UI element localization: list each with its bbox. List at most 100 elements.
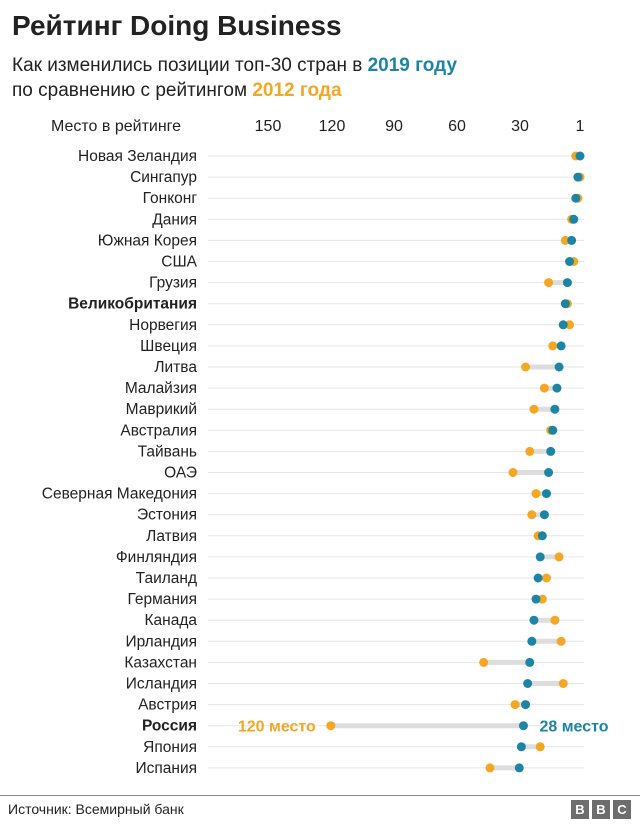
dot-2012 — [535, 742, 545, 752]
x-tick-label: 30 — [511, 118, 529, 135]
country-row: Таиланд — [136, 570, 584, 587]
subtitle-line-1: Как изменились позиции топ-30 стран в 20… — [12, 55, 458, 76]
country-label: Таиланд — [136, 570, 197, 587]
source-note: Источник: Всемирный банк — [8, 801, 184, 817]
dot-2012 — [556, 636, 566, 646]
country-row: Южная Корея — [98, 232, 584, 249]
chart-subtitle: Как изменились позиции топ-30 стран в 20… — [12, 53, 457, 103]
dot-2019 — [518, 721, 528, 731]
country-label: Эстония — [137, 507, 197, 524]
country-row: Дания — [152, 211, 584, 228]
dot-2019 — [554, 362, 564, 372]
dot-2012 — [510, 700, 520, 710]
country-label: Гонконг — [143, 190, 198, 207]
country-label: Россия — [142, 718, 197, 735]
dot-2012 — [521, 362, 531, 372]
dot-2019 — [516, 742, 526, 752]
dot-2012 — [531, 489, 541, 499]
logo-letter: B — [571, 800, 589, 819]
dot-2019 — [535, 552, 545, 562]
dot-2019 — [550, 404, 560, 414]
dot-2019 — [514, 763, 524, 773]
country-row: Великобритания — [68, 296, 584, 313]
dot-2019 — [531, 594, 541, 604]
dumbbell-chart: Место в рейтинге 150 120 90 60 30 1 Новая Зел… — [42, 118, 609, 777]
country-label: Финляндия — [116, 549, 197, 566]
country-label: Германия — [128, 591, 198, 608]
dot-2019 — [525, 657, 535, 667]
country-row: Ирландия — [125, 633, 584, 650]
x-tick-label: 120 — [319, 118, 346, 135]
dot-2019 — [556, 341, 566, 351]
legend-2019: 2019 году — [367, 55, 458, 76]
subtitle-line-2: по сравнению с рейтингом 2012 года — [12, 80, 342, 101]
dot-2012 — [326, 721, 336, 731]
annotation-2019: 28 место — [539, 719, 608, 736]
x-tick-label: 150 — [255, 118, 282, 135]
dot-2019 — [560, 299, 570, 309]
country-row: Латвия — [146, 528, 584, 545]
x-tick-label: 1 — [576, 118, 585, 135]
dot-2019 — [521, 700, 531, 710]
country-label: ОАЭ — [164, 465, 197, 482]
country-row: Эстония — [137, 507, 584, 524]
country-row: Австрия — [138, 697, 584, 714]
country-label: Дания — [152, 211, 197, 228]
dot-2019 — [523, 679, 533, 688]
country-row: Малайзия — [125, 380, 584, 397]
dot-2012 — [565, 320, 575, 330]
dot-2019 — [562, 278, 572, 288]
footer-divider — [0, 795, 640, 796]
country-label: Норвегия — [129, 317, 197, 334]
dot-2019 — [546, 446, 556, 456]
country-label: Ирландия — [125, 633, 197, 650]
country-label: Казахстан — [124, 654, 197, 671]
dot-2019 — [548, 425, 558, 435]
dot-2012 — [548, 341, 558, 351]
x-axis-ticks: 150 120 90 60 30 1 — [255, 118, 585, 135]
country-row: США — [161, 254, 584, 271]
country-label: Япония — [143, 739, 197, 756]
country-label: Латвия — [146, 528, 197, 545]
country-label: США — [161, 254, 197, 271]
country-row: Австралия — [120, 422, 584, 439]
country-label: Исландия — [126, 676, 197, 693]
country-row: Испания — [135, 760, 584, 777]
annotation-2012: 120 место — [238, 719, 316, 736]
country-label: Швеция — [140, 338, 197, 355]
country-row: Северная Македония — [42, 486, 584, 503]
dot-2019 — [541, 489, 551, 499]
legend-2012: 2012 года — [252, 80, 342, 101]
country-row: Норвегия — [129, 317, 584, 334]
country-label: Австралия — [120, 422, 197, 439]
country-row: Казахстан — [124, 654, 584, 671]
dot-2019 — [571, 193, 581, 203]
country-row: Гонконг — [143, 190, 584, 207]
dot-2012 — [479, 657, 489, 667]
country-row: Литва — [154, 359, 584, 376]
country-row: Маврикий — [126, 401, 584, 418]
country-row: ОАЭ — [164, 465, 584, 482]
chart-title: Рейтинг Doing Business — [12, 10, 342, 41]
dot-2012 — [485, 763, 495, 773]
x-tick-label: 60 — [448, 118, 466, 135]
country-row: Финляндия — [116, 549, 584, 566]
country-label: Новая Зеландия — [78, 148, 197, 165]
x-tick-label: 90 — [385, 118, 403, 135]
dot-2019 — [575, 151, 585, 161]
country-label: Малайзия — [125, 380, 197, 397]
logo-letter: B — [592, 800, 610, 819]
dot-2012 — [537, 594, 547, 604]
country-row: Швеция — [140, 338, 584, 355]
country-label: Южная Корея — [98, 232, 197, 249]
dot-2012 — [529, 404, 539, 414]
country-row: Канада — [145, 612, 584, 629]
dot-2019 — [552, 383, 562, 393]
dot-2012 — [541, 573, 551, 583]
dot-2019 — [539, 510, 549, 520]
dot-2012 — [550, 615, 560, 625]
country-label: Северная Македония — [42, 486, 197, 503]
dot-2019 — [533, 573, 543, 583]
dot-2012 — [525, 446, 535, 456]
dot-2019 — [527, 636, 537, 646]
